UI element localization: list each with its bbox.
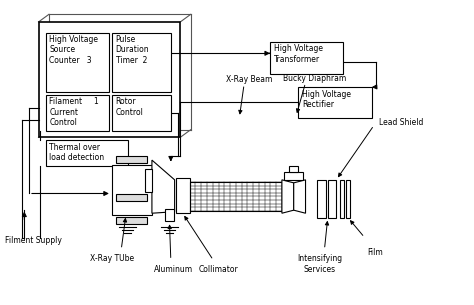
Text: X-Ray TUbe: X-Ray TUbe <box>90 254 134 263</box>
Text: Filment Supply: Filment Supply <box>5 236 62 245</box>
Bar <box>46 140 128 166</box>
Bar <box>175 178 190 213</box>
Bar <box>117 156 147 163</box>
Text: Aluminum: Aluminum <box>154 265 193 274</box>
Text: High Voltage
Transformer: High Voltage Transformer <box>274 44 323 63</box>
Polygon shape <box>152 160 174 213</box>
Bar <box>145 169 152 192</box>
Bar <box>328 180 336 218</box>
Bar <box>46 95 109 131</box>
Bar <box>112 33 171 92</box>
Text: Thermal over
load detection: Thermal over load detection <box>49 143 104 162</box>
Text: Film: Film <box>367 248 383 257</box>
Bar <box>270 42 343 74</box>
Bar <box>340 180 344 218</box>
Polygon shape <box>284 172 303 180</box>
Text: Lead Shield: Lead Shield <box>379 118 423 127</box>
Text: Rotor
Control: Rotor Control <box>116 97 144 117</box>
Bar <box>117 217 147 224</box>
Text: Filament     1
Current
Control: Filament 1 Current Control <box>49 97 99 127</box>
Text: High Voltage
Source
Counter   3: High Voltage Source Counter 3 <box>49 35 99 65</box>
Polygon shape <box>294 180 306 213</box>
Text: High Voltage
Rectifier: High Voltage Rectifier <box>302 90 351 109</box>
Bar <box>318 180 326 218</box>
Bar <box>165 209 173 221</box>
Text: Pulse
Duration
Timer  2: Pulse Duration Timer 2 <box>116 35 149 65</box>
Bar <box>46 33 109 92</box>
Bar <box>38 22 180 137</box>
Bar <box>112 165 152 215</box>
Text: Intensifying
Services: Intensifying Services <box>297 254 342 274</box>
Text: Bucky Diaphram: Bucky Diaphram <box>283 74 346 83</box>
Polygon shape <box>282 180 294 213</box>
Text: Collimator: Collimator <box>198 265 238 274</box>
Bar <box>346 180 350 218</box>
Bar <box>117 194 147 201</box>
Text: X-Ray Beam: X-Ray Beam <box>226 75 272 84</box>
Bar <box>299 87 372 118</box>
Polygon shape <box>289 166 299 172</box>
Bar <box>112 95 171 131</box>
